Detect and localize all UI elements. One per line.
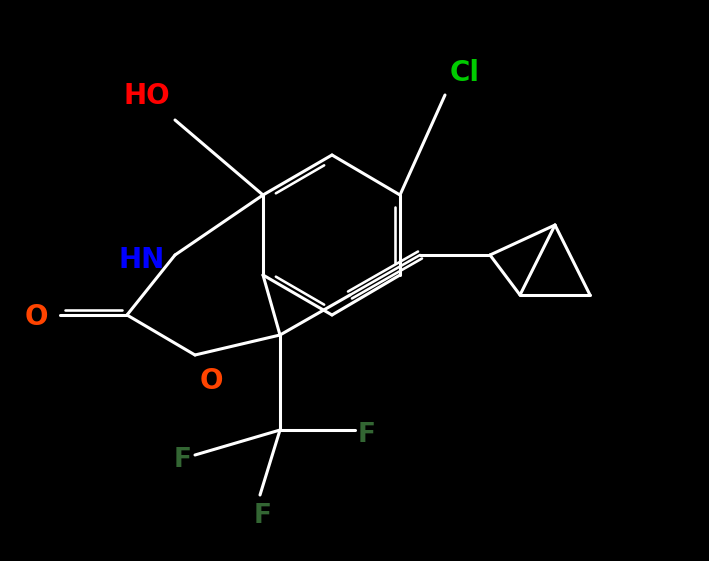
Text: Cl: Cl <box>450 59 480 87</box>
Text: F: F <box>254 503 272 529</box>
Text: F: F <box>174 447 192 473</box>
Text: HN: HN <box>118 246 165 274</box>
Text: HO: HO <box>123 82 170 110</box>
Text: F: F <box>358 422 376 448</box>
Text: O: O <box>25 303 48 331</box>
Text: O: O <box>200 367 223 395</box>
